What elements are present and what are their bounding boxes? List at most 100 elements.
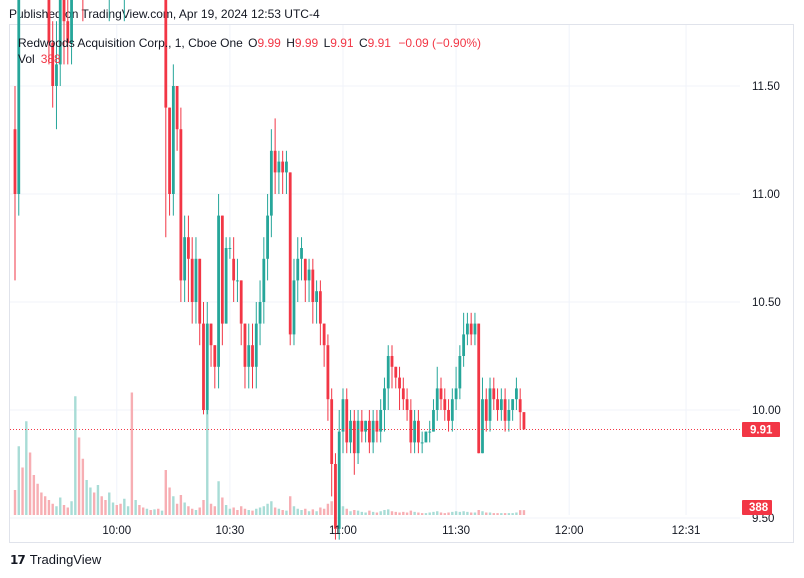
candle <box>466 312 469 346</box>
volume-bar <box>36 483 39 515</box>
candle-body <box>273 150 277 173</box>
candle-body <box>394 366 398 378</box>
price-tick-label: 10.50 <box>752 297 781 309</box>
candle <box>398 366 401 410</box>
volume-bar <box>349 511 352 515</box>
volume-bar <box>175 503 179 515</box>
volume-bar <box>13 490 17 515</box>
volume-bar <box>307 511 311 515</box>
volume-bar <box>62 505 66 515</box>
volume-bar <box>213 506 217 515</box>
volume-bar <box>319 507 322 515</box>
candle <box>443 388 447 421</box>
candle <box>432 399 435 432</box>
last-volume-badge: 388 <box>742 500 772 515</box>
candle-body <box>349 420 352 443</box>
price-tick-label: 10.00 <box>752 405 781 417</box>
candle <box>266 194 269 281</box>
volume-bar <box>232 507 235 515</box>
candle <box>198 258 202 346</box>
candle-body <box>458 356 462 389</box>
candle-body <box>266 215 269 259</box>
candle-body <box>507 410 511 421</box>
last-price-badge: 9.91 <box>742 421 780 437</box>
candle-body <box>420 442 424 444</box>
candle <box>194 237 198 324</box>
low-label: L <box>323 36 331 50</box>
volume-bar <box>417 512 420 515</box>
candle-body <box>522 412 526 430</box>
volume-bar <box>21 467 24 515</box>
volume-bar <box>270 501 273 515</box>
candle <box>296 237 300 302</box>
candle-body <box>484 399 488 421</box>
candle-body <box>288 172 292 335</box>
candle <box>285 150 288 194</box>
candle <box>375 410 379 443</box>
candle-body <box>228 248 232 249</box>
volume-bar <box>326 503 330 515</box>
volume-value: 388 <box>40 52 61 66</box>
volume-bar <box>47 500 51 515</box>
volume-bar <box>157 508 160 515</box>
candle <box>209 323 213 367</box>
volume-bar <box>145 508 149 515</box>
volume-bar <box>187 506 190 515</box>
candle-body <box>51 42 55 86</box>
open-label: O <box>248 36 258 50</box>
tradingview-brand[interactable]: 𝟭𝟳 TradingView <box>10 552 101 567</box>
high-value: 9.99 <box>294 36 319 50</box>
candle-body <box>322 323 326 346</box>
candle-body <box>492 388 496 400</box>
volume-bar <box>368 510 371 515</box>
volume-bar <box>469 512 473 515</box>
candle <box>70 0 73 65</box>
volume-bar <box>356 510 360 515</box>
candle-body <box>13 129 17 194</box>
volume-bar <box>119 503 122 515</box>
candle <box>202 302 205 415</box>
volume-bar <box>432 511 435 515</box>
candle-body <box>179 129 183 281</box>
volume-bar <box>100 496 103 515</box>
candle-body <box>285 161 288 173</box>
candle-body <box>496 399 499 410</box>
candle <box>303 258 307 302</box>
candle <box>58 0 62 86</box>
candle <box>462 312 466 367</box>
volume-bar <box>66 507 69 515</box>
candle <box>507 399 511 432</box>
candle <box>311 258 315 324</box>
price-tick-label: 11.00 <box>752 189 780 201</box>
open-value: 9.99 <box>257 36 281 50</box>
candle <box>424 431 428 443</box>
close-value: 9.91 <box>367 36 391 50</box>
candle <box>254 302 258 389</box>
candle <box>217 194 220 389</box>
change-value: −0.09 (−0.90%) <box>398 36 482 50</box>
volume-bar <box>160 510 164 515</box>
volume-bar <box>451 511 454 515</box>
candle-body <box>258 302 262 324</box>
candle-body <box>326 345 330 400</box>
candle-body <box>413 420 417 443</box>
volume-bar <box>255 508 258 515</box>
time-axis: 10:00 10:30 11:00 11:30 12:00 12:31 <box>102 525 700 537</box>
volume-bar <box>402 511 405 515</box>
candle <box>183 215 187 302</box>
candle-body <box>360 420 364 432</box>
volume-bar <box>428 512 431 515</box>
volume-bar <box>515 512 518 515</box>
candle <box>66 0 70 65</box>
candle-body <box>307 269 311 281</box>
volume-bar <box>221 497 224 515</box>
candle-body <box>477 323 481 454</box>
candle-body <box>66 21 70 43</box>
volume-bar <box>217 481 220 515</box>
candle <box>416 410 420 454</box>
volume-bar <box>503 513 507 515</box>
volume-bar <box>353 510 356 515</box>
candle <box>17 0 21 216</box>
candle <box>477 323 481 454</box>
